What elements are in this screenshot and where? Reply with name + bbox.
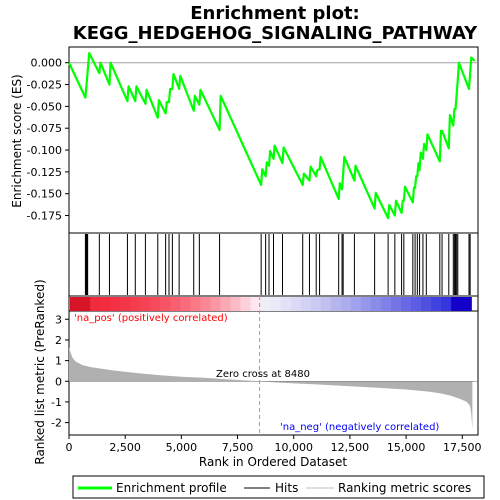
- es-y-tick-label: -0.175: [27, 210, 62, 223]
- es-y-tick-label: -0.100: [27, 144, 62, 157]
- es-y-axis: 0.000 -0.025 -0.050 -0.075 -0.100 -0.125 -0.15…: [27, 57, 478, 223]
- metric-area: [69, 296, 478, 435]
- pos-label: 'na_pos' (positively correlated): [74, 313, 228, 324]
- gradient-cell: [360, 297, 372, 311]
- x-axis-label: Rank in Ordered Dataset: [199, 455, 347, 469]
- gradient-cell: [210, 297, 222, 311]
- legend-es-label: Enrichment profile: [116, 481, 227, 495]
- gradient-cell: [120, 297, 131, 311]
- metric-y-tick-label: 3: [55, 313, 62, 326]
- gradient-cell: [290, 297, 302, 311]
- x-tick-label: 5,000: [166, 441, 198, 454]
- gradient-cell: [260, 297, 272, 311]
- metric-y-axis: 3 2 1 0 -1 -2: [51, 313, 69, 430]
- metric-y-tick-label: 2: [55, 334, 62, 347]
- es-y-tick-label: -0.125: [27, 166, 62, 179]
- es-curve: [68, 52, 476, 220]
- gradient-cell: [230, 297, 242, 311]
- gradient-cell: [200, 297, 212, 311]
- gradient-cell: [80, 297, 91, 311]
- x-tick-label: 15,000: [387, 441, 426, 454]
- metric-y-tick-label: -1: [51, 396, 62, 409]
- neg-label: 'na_neg' (negatively correlated): [280, 422, 439, 433]
- legend-box: [72, 475, 485, 499]
- gradient-cell: [310, 297, 322, 311]
- gradient-cell: [140, 297, 151, 311]
- gradient-cell: [170, 297, 181, 311]
- es-y-tick-label: -0.050: [27, 100, 62, 113]
- es-y-tick-label: -0.150: [27, 188, 62, 201]
- gradient-cell: [451, 297, 462, 311]
- gradient-cell: [180, 297, 191, 311]
- legend-hits-label: Hits: [275, 481, 298, 495]
- es-y-tick-label: -0.025: [27, 79, 62, 92]
- metric-y-axis-label: Ranked list metric (PreRanked): [33, 279, 47, 464]
- legend-metric-label: Ranking metric scores: [338, 481, 471, 495]
- gradient-cell: [130, 297, 141, 311]
- chart-title-line2: KEGG_HEDGEHOG_SIGNALING_PATHWAY: [73, 23, 478, 44]
- zero-cross-label: Zero cross at 8480: [216, 369, 310, 380]
- x-axis: 0 2,500 5,000 7,500 10,000 12,500 15,000 17,500: [66, 435, 482, 454]
- gradient-cell: [150, 297, 161, 311]
- x-tick-label: 7,500: [222, 441, 254, 454]
- x-tick-label: 17,500: [443, 441, 482, 454]
- x-tick-label: 10,000: [274, 441, 313, 454]
- es-y-tick-label: -0.075: [27, 122, 62, 135]
- metric-y-tick-label: -2: [51, 417, 62, 430]
- metric-area-fill: [69, 347, 473, 429]
- gradient-cell: [441, 297, 452, 311]
- gradient-bar-cells: [70, 297, 472, 311]
- gradient-cell: [250, 297, 262, 311]
- gradient-cell: [411, 297, 422, 311]
- es-y-axis-label: Enrichment score (ES): [10, 74, 24, 207]
- gradient-cell: [330, 297, 342, 311]
- es-curve-group: [68, 52, 476, 220]
- gradient-cell: [461, 297, 472, 311]
- legend: Enrichment profile Hits Ranking metric s…: [72, 475, 485, 499]
- x-tick-label: 12,500: [331, 441, 370, 454]
- gradient-cell: [190, 297, 202, 311]
- gradient-cell: [160, 297, 171, 311]
- es-panel: [68, 46, 479, 234]
- x-tick-label: 2,500: [109, 441, 141, 454]
- gradient-cell: [340, 297, 352, 311]
- gradient-cell: [110, 297, 121, 311]
- gradient-cell: [270, 297, 282, 311]
- gradient-cell: [280, 297, 292, 311]
- gradient-cell: [370, 297, 382, 311]
- x-tick-label: 0: [66, 441, 73, 454]
- metric-y-tick-label: 1: [55, 355, 62, 368]
- gradient-cell: [350, 297, 362, 311]
- gradient-cell: [320, 297, 332, 311]
- gradient-cell: [421, 297, 432, 311]
- gradient-cell: [220, 297, 232, 311]
- gradient-cell: [380, 297, 392, 311]
- gradient-cell: [401, 297, 412, 311]
- es-y-tick-label: 0.000: [31, 57, 63, 70]
- gradient-cell: [100, 297, 111, 311]
- gradient-cell: [431, 297, 442, 311]
- hit-marks: [84, 234, 471, 295]
- metric-y-tick-label: 0: [55, 375, 62, 388]
- gradient-cell: [90, 297, 101, 311]
- gradient-cell: [300, 297, 312, 311]
- gradient-cell: [240, 297, 252, 311]
- gradient-cell: [70, 297, 81, 311]
- chart-title-line1: Enrichment plot:: [190, 3, 360, 24]
- gradient-cell: [391, 297, 402, 311]
